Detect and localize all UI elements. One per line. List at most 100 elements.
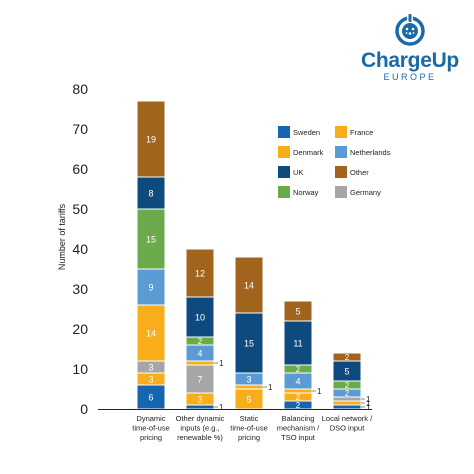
category-label: Static <box>240 414 259 423</box>
bar-segment <box>234 384 264 390</box>
bar-segment <box>332 400 362 406</box>
data-label: 1 <box>219 403 224 412</box>
bar-segment <box>332 352 362 362</box>
bar-segment <box>283 320 313 366</box>
y-tick-label: 20 <box>72 321 88 337</box>
data-label: 15 <box>146 235 156 245</box>
plug-logo-icon <box>395 14 425 46</box>
legend-label: Other <box>350 168 369 177</box>
data-label: 5 <box>344 367 349 377</box>
y-axis-label: Number of tariffs <box>57 203 67 270</box>
bar-segment <box>136 268 166 306</box>
bar-segment <box>234 256 264 314</box>
bar-segment <box>234 312 264 374</box>
data-label: 2 <box>345 389 350 398</box>
category-label: DSO input <box>330 424 366 433</box>
data-label: 8 <box>148 189 153 199</box>
y-tick-label: 0 <box>80 401 88 417</box>
legend-swatch <box>335 126 347 138</box>
data-label: 3 <box>246 375 251 385</box>
legend-label: UK <box>293 168 303 177</box>
legend-label: Denmark <box>293 148 324 157</box>
legend: Sweden France Denmark Netherlands UK Other Nor… <box>278 126 391 198</box>
legend-swatch <box>335 186 347 198</box>
data-label: 1 <box>366 399 371 408</box>
data-label: 5 <box>295 307 300 317</box>
data-label: 2 <box>198 337 203 346</box>
legend-label: France <box>350 128 373 137</box>
bar-segment <box>185 296 215 338</box>
brand-logo-block: ChargeUp EUROPE <box>360 14 460 82</box>
category-label: pricing <box>140 433 162 442</box>
data-label: 5 <box>246 395 251 405</box>
data-label: 1 <box>366 403 371 412</box>
data-label: 6 <box>148 393 153 403</box>
legend-swatch <box>278 186 290 198</box>
data-label: 12 <box>195 269 205 279</box>
bar-segment <box>136 176 166 210</box>
category-label: inputs (e.g., <box>180 424 219 433</box>
y-tick-label: 30 <box>72 281 88 297</box>
category-label: renewable %) <box>177 433 223 442</box>
data-label: 10 <box>195 313 205 323</box>
bar-segment <box>185 360 215 366</box>
category-label: Dynamic <box>136 414 165 423</box>
legend-swatch <box>335 166 347 178</box>
data-label: 14 <box>244 281 254 291</box>
y-tick-label: 60 <box>72 161 88 177</box>
data-label: 2 <box>296 365 301 374</box>
legend-label: Netherlands <box>350 148 391 157</box>
legend-label: Sweden <box>293 128 320 137</box>
category-label: time-of-use <box>230 424 268 433</box>
legend-label: Germany <box>350 188 381 197</box>
y-tick-label: 70 <box>72 121 88 137</box>
data-label: 4 <box>295 377 300 387</box>
brand-subtitle: EUROPE <box>383 72 437 82</box>
data-label: 11 <box>293 339 302 349</box>
data-label: 7 <box>197 375 202 385</box>
data-label: 2 <box>345 381 350 390</box>
data-label: 2 <box>296 393 301 402</box>
bar-segment <box>136 100 166 178</box>
bars: 6331491581913714210125131514221421151112… <box>136 100 371 412</box>
data-label: 2 <box>345 353 350 362</box>
data-label: 1 <box>219 359 224 368</box>
legend-label: Norway <box>293 188 319 197</box>
legend-swatch <box>278 166 290 178</box>
data-label: 3 <box>148 375 153 385</box>
bar-segment <box>185 404 215 410</box>
data-label: 1 <box>366 395 371 404</box>
bar-segment <box>283 388 313 394</box>
category-label: mechanism / <box>277 424 320 433</box>
category-label: TSO input <box>281 433 316 442</box>
category-label: pricing <box>238 433 260 442</box>
bar-segment <box>283 300 313 322</box>
y-tick-label: 10 <box>72 361 88 377</box>
category-label: time-of-use <box>132 424 170 433</box>
data-label: 3 <box>197 395 202 405</box>
bar-segment <box>332 404 362 410</box>
data-label: 2 <box>296 401 301 410</box>
y-tick-label: 50 <box>72 201 88 217</box>
category-label: Balancing <box>282 414 315 423</box>
bar-segment <box>185 248 215 298</box>
bar-segment <box>185 364 215 394</box>
data-label: 14 <box>146 329 156 339</box>
data-label: 15 <box>244 339 254 349</box>
legend-swatch <box>335 146 347 158</box>
data-label: 3 <box>148 363 153 373</box>
data-label: 1 <box>317 387 322 396</box>
category-label: Local network / <box>322 414 373 423</box>
category-label: Other dynamic <box>176 414 225 423</box>
bar-segment <box>136 304 166 362</box>
y-tick-label: 40 <box>72 241 88 257</box>
bar-segment <box>136 208 166 270</box>
legend-swatch <box>278 126 290 138</box>
y-axis-ticks: 0 10 20 30 40 50 60 70 80 <box>72 81 88 417</box>
data-label: 19 <box>146 135 156 145</box>
data-label: 9 <box>148 283 153 293</box>
legend-swatch <box>278 146 290 158</box>
data-label: 1 <box>268 383 273 392</box>
